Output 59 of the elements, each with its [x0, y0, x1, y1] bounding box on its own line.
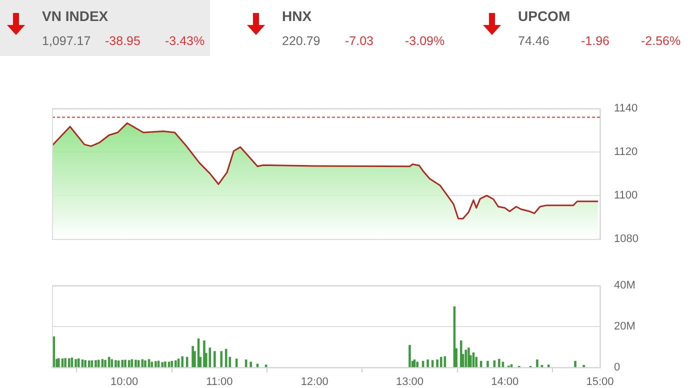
x-tick-label: 13:00 [396, 376, 424, 388]
bar [486, 360, 489, 368]
text: 1,097.17 [42, 34, 91, 48]
text: -1.96 [581, 34, 610, 48]
y-tick-label: 0 [614, 361, 620, 374]
bar [78, 358, 80, 368]
bar [164, 362, 166, 368]
text: HNX [282, 8, 312, 24]
x-tick-label: 14:00 [491, 376, 519, 388]
bar [114, 360, 117, 368]
bar [174, 360, 177, 368]
bar [124, 360, 126, 368]
bar [464, 350, 467, 368]
text: UPCOM [518, 8, 570, 24]
y-tick-label: 1140 [614, 102, 638, 115]
text: -3.09% [405, 34, 445, 48]
bar [547, 364, 550, 368]
text: -2.56% [641, 34, 681, 48]
bar [134, 360, 137, 368]
y-tick-label: 20M [614, 320, 636, 333]
bar [94, 360, 97, 368]
y-tick-label: 1080 [614, 233, 638, 246]
bar [426, 360, 429, 368]
text: VN INDEX [42, 8, 108, 24]
bar [203, 340, 206, 368]
y-tick-label: 1100 [614, 190, 638, 202]
bar [161, 362, 164, 368]
bar [192, 346, 194, 368]
text: 74.46 [518, 34, 550, 48]
bar [475, 356, 478, 368]
bar [250, 362, 252, 368]
bar [416, 362, 418, 368]
bar [468, 348, 470, 368]
text: -3.43% [165, 34, 205, 48]
x-tick-label: 12:00 [300, 376, 328, 388]
bar [104, 360, 106, 368]
y-tick-label: 1120 [614, 146, 638, 158]
bar [574, 360, 576, 368]
x-tick-label: 10:00 [110, 376, 138, 388]
bar [181, 356, 184, 368]
text: -38.95 [105, 34, 140, 48]
bar [170, 360, 174, 368]
text: -7.03 [345, 34, 374, 48]
bar [408, 344, 411, 368]
text: 220.79 [282, 34, 320, 48]
bar [64, 358, 66, 368]
y-tick-label: 40M [614, 280, 636, 292]
bar [144, 360, 146, 368]
bar [220, 351, 222, 368]
bar [74, 359, 77, 368]
bar [154, 361, 157, 368]
bar [84, 360, 86, 368]
bar [498, 358, 500, 368]
bar [68, 358, 70, 368]
x-tick-label: 11:00 [206, 376, 233, 388]
bar [436, 360, 438, 368]
x-tick-label: 15:00 [586, 376, 614, 388]
bar [214, 351, 216, 368]
bar [536, 360, 538, 368]
